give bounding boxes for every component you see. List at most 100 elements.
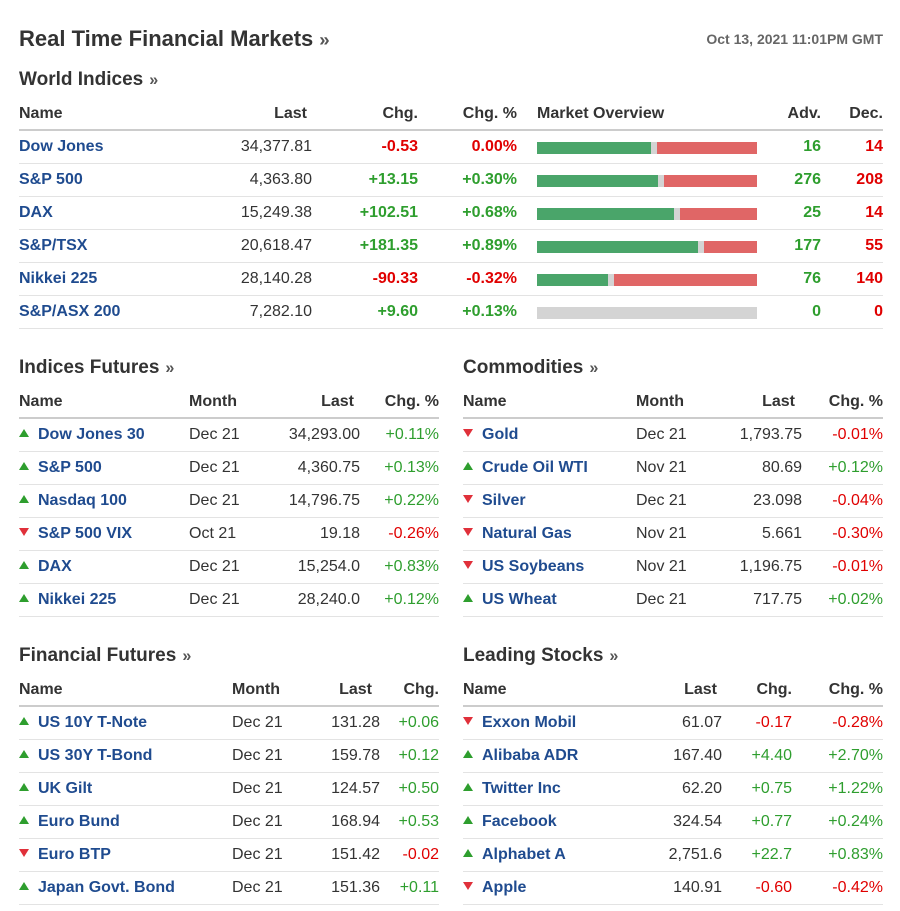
table-row[interactable]: US 30Y T-Bond Dec 21 159.78 +0.12 — [19, 740, 439, 773]
table-row[interactable]: Dow Jones 30 Dec 21 34,293.00 +0.11% — [19, 419, 439, 452]
instrument-link[interactable]: US Wheat — [463, 584, 557, 615]
instrument-link[interactable]: Dow Jones 30 — [19, 419, 145, 450]
table-row[interactable]: S&P 500 4,363.80 +13.15 +0.30% 276 208 — [19, 164, 883, 197]
instrument-link[interactable]: Gold — [463, 419, 518, 450]
instrument-name[interactable]: Nasdaq 100 — [38, 492, 127, 509]
instrument-link[interactable]: Silver — [463, 485, 526, 516]
column-header-chg[interactable]: Chg. — [403, 681, 439, 698]
table-row[interactable]: UK Gilt Dec 21 124.57 +0.50 — [19, 773, 439, 806]
instrument-link[interactable]: Crude Oil WTI — [463, 452, 588, 483]
instrument-link[interactable]: Facebook — [463, 806, 557, 837]
instrument-link[interactable]: S&P/ASX 200 — [19, 296, 120, 327]
column-header-last[interactable]: Last — [762, 393, 795, 410]
instrument-link[interactable]: Apple — [463, 872, 526, 903]
instrument-name[interactable]: Facebook — [482, 813, 557, 830]
instrument-link[interactable]: Alibaba ADR — [463, 740, 578, 771]
table-row[interactable]: S&P/ASX 200 7,282.10 +9.60 +0.13% 0 0 — [19, 296, 883, 329]
instrument-name[interactable]: DAX — [19, 204, 53, 221]
instrument-name[interactable]: Alibaba ADR — [482, 747, 579, 764]
section-title-financial-futures[interactable]: Financial Futures» — [19, 645, 192, 666]
instrument-name[interactable]: US 30Y T-Bond — [38, 747, 153, 764]
column-header-last[interactable]: Last — [274, 105, 307, 122]
instrument-name[interactable]: S&P 500 — [38, 459, 102, 476]
instrument-name[interactable]: Alphabet A — [482, 846, 566, 863]
instrument-link[interactable]: Exxon Mobil — [463, 707, 576, 738]
instrument-link[interactable]: S&P 500 — [19, 164, 83, 195]
column-header-month[interactable]: Month — [232, 681, 280, 698]
column-header-dec[interactable]: Dec. — [849, 105, 883, 122]
column-header-chg[interactable]: Chg. — [756, 681, 792, 698]
table-row[interactable]: DAX 15,249.38 +102.51 +0.68% 25 14 — [19, 197, 883, 230]
table-row[interactable]: Japan Govt. Bond Dec 21 151.36 +0.11 — [19, 872, 439, 905]
table-row[interactable]: Euro BTP Dec 21 151.42 -0.02 — [19, 839, 439, 872]
section-title-indices-futures[interactable]: Indices Futures» — [19, 357, 175, 378]
instrument-link[interactable]: Twitter Inc — [463, 773, 561, 804]
column-header-month[interactable]: Month — [636, 393, 684, 410]
instrument-name[interactable]: Crude Oil WTI — [482, 459, 588, 476]
table-row[interactable]: US Wheat Dec 21 717.75 +0.02% — [463, 584, 883, 617]
instrument-link[interactable]: Japan Govt. Bond — [19, 872, 175, 903]
table-row[interactable]: Silver Dec 21 23.098 -0.04% — [463, 485, 883, 518]
instrument-name[interactable]: Exxon Mobil — [482, 714, 577, 731]
table-row[interactable]: US Soybeans Nov 21 1,196.75 -0.01% — [463, 551, 883, 584]
column-header-name[interactable]: Name — [19, 393, 63, 410]
instrument-name[interactable]: Apple — [482, 879, 527, 896]
instrument-name[interactable]: US 10Y T-Note — [38, 714, 148, 731]
table-row[interactable]: Twitter Inc 62.20 +0.75 +1.22% — [463, 773, 883, 806]
table-row[interactable]: Alibaba ADR 167.40 +4.40 +2.70% — [463, 740, 883, 773]
column-header-name[interactable]: Name — [19, 681, 63, 698]
column-header-adv[interactable]: Adv. — [787, 105, 821, 122]
instrument-name[interactable]: UK Gilt — [38, 780, 93, 797]
instrument-link[interactable]: US 10Y T-Note — [19, 707, 147, 738]
section-title-world-indices[interactable]: World Indices» — [19, 69, 159, 90]
column-header-last[interactable]: Last — [321, 393, 354, 410]
column-header-chg-pct[interactable]: Chg. % — [384, 393, 439, 410]
table-row[interactable]: Nasdaq 100 Dec 21 14,796.75 +0.22% — [19, 485, 439, 518]
instrument-name[interactable]: Natural Gas — [482, 525, 572, 542]
table-row[interactable]: Exxon Mobil 61.07 -0.17 -0.28% — [463, 707, 883, 740]
column-header-last[interactable]: Last — [684, 681, 717, 698]
table-row[interactable]: Nikkei 225 28,140.28 -90.33 -0.32% 76 140 — [19, 263, 883, 296]
instrument-name[interactable]: Gold — [482, 426, 519, 443]
instrument-link[interactable]: Dow Jones — [19, 131, 103, 162]
column-header-chg[interactable]: Chg. — [382, 105, 418, 122]
instrument-name[interactable]: Euro Bund — [38, 813, 120, 830]
instrument-link[interactable]: Alphabet A — [463, 839, 566, 870]
column-header-name[interactable]: Name — [463, 393, 507, 410]
table-row[interactable]: DAX Dec 21 15,254.0 +0.83% — [19, 551, 439, 584]
instrument-name[interactable]: Twitter Inc — [482, 780, 561, 797]
instrument-name[interactable]: US Soybeans — [482, 558, 585, 575]
instrument-link[interactable]: Nikkei 225 — [19, 263, 97, 294]
column-header-name[interactable]: Name — [19, 105, 63, 122]
instrument-name[interactable]: DAX — [38, 558, 72, 575]
column-header-chg-pct[interactable]: Chg. % — [828, 681, 883, 698]
page-title[interactable]: Real Time Financial Markets» — [19, 26, 330, 51]
instrument-link[interactable]: DAX — [19, 197, 53, 228]
instrument-name[interactable]: S&P/TSX — [19, 237, 88, 254]
table-row[interactable]: Alphabet A 2,751.6 +22.7 +0.83% — [463, 839, 883, 872]
instrument-name[interactable]: Silver — [482, 492, 526, 509]
instrument-link[interactable]: Euro Bund — [19, 806, 120, 837]
instrument-link[interactable]: Natural Gas — [463, 518, 572, 549]
instrument-name[interactable]: Nikkei 225 — [38, 591, 117, 608]
column-header-last[interactable]: Last — [339, 681, 372, 698]
instrument-link[interactable]: S&P 500 — [19, 452, 102, 483]
instrument-link[interactable]: S&P/TSX — [19, 230, 87, 261]
instrument-link[interactable]: UK Gilt — [19, 773, 92, 804]
table-row[interactable]: Gold Dec 21 1,793.75 -0.01% — [463, 419, 883, 452]
instrument-link[interactable]: Nikkei 225 — [19, 584, 116, 615]
table-row[interactable]: Apple 140.91 -0.60 -0.42% — [463, 872, 883, 905]
table-row[interactable]: Nikkei 225 Dec 21 28,240.0 +0.12% — [19, 584, 439, 617]
column-header-name[interactable]: Name — [463, 681, 507, 698]
instrument-name[interactable]: Japan Govt. Bond — [38, 879, 175, 896]
table-row[interactable]: Facebook 324.54 +0.77 +0.24% — [463, 806, 883, 839]
column-header-month[interactable]: Month — [189, 393, 237, 410]
instrument-name[interactable]: Dow Jones — [19, 138, 104, 155]
table-row[interactable]: S&P 500 Dec 21 4,360.75 +0.13% — [19, 452, 439, 485]
section-title-leading-stocks[interactable]: Leading Stocks» — [463, 645, 619, 666]
instrument-name[interactable]: US Wheat — [482, 591, 557, 608]
instrument-link[interactable]: Nasdaq 100 — [19, 485, 127, 516]
instrument-name[interactable]: S&P 500 VIX — [38, 525, 132, 542]
instrument-link[interactable]: Euro BTP — [19, 839, 111, 870]
table-row[interactable]: Crude Oil WTI Nov 21 80.69 +0.12% — [463, 452, 883, 485]
